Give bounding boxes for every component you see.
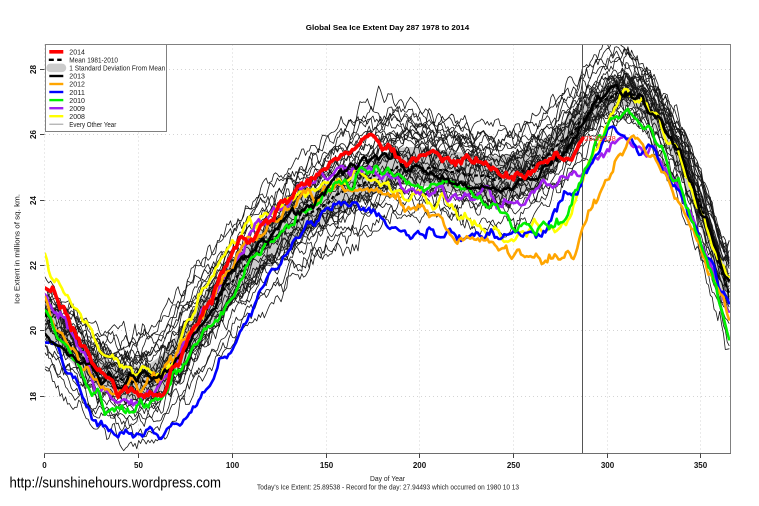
svg-text:Today's Ice Extent: 25.89538: Today's Ice Extent: 25.89538 - Record fo…	[257, 485, 519, 492]
svg-text:Day of Year: Day of Year	[370, 476, 406, 483]
svg-text:Global Sea Ice Extent Day 287: Global Sea Ice Extent Day 287 1978 to 20…	[306, 23, 470, 32]
svg-text:Mean 1981-2010: Mean 1981-2010	[69, 56, 118, 65]
svg-text:22: 22	[29, 261, 38, 270]
svg-text:2009: 2009	[69, 104, 85, 113]
svg-text:2010: 2010	[69, 96, 85, 105]
svg-text:350: 350	[694, 461, 708, 470]
svg-text:Every Other Year: Every Other Year	[69, 120, 116, 129]
svg-text:Ice Extent in millions of sq.: Ice Extent in millions of sq. km.	[15, 194, 22, 304]
svg-text:2008: 2008	[69, 112, 85, 121]
svg-text:100: 100	[226, 461, 240, 470]
svg-text:28: 28	[29, 65, 38, 74]
svg-text:25.89538: 25.89538	[585, 134, 616, 143]
svg-text:150: 150	[320, 461, 334, 470]
svg-text:20: 20	[29, 326, 38, 335]
svg-text:24: 24	[29, 196, 38, 205]
svg-text:http://sunshinehours.wordpress: http://sunshinehours.wordpress.com	[10, 475, 222, 491]
svg-text:2014: 2014	[69, 48, 85, 57]
svg-text:2013: 2013	[69, 72, 85, 81]
svg-text:18: 18	[29, 392, 38, 401]
svg-text:200: 200	[413, 461, 427, 470]
svg-text:300: 300	[601, 461, 615, 470]
svg-text:26: 26	[29, 130, 38, 139]
svg-text:2011: 2011	[69, 88, 85, 97]
svg-text:1 Standard Deviation From Mean: 1 Standard Deviation From Mean	[69, 64, 165, 73]
svg-text:0: 0	[42, 461, 47, 470]
svg-text:250: 250	[507, 461, 521, 470]
svg-text:50: 50	[134, 461, 143, 470]
svg-text:2012: 2012	[69, 80, 85, 89]
